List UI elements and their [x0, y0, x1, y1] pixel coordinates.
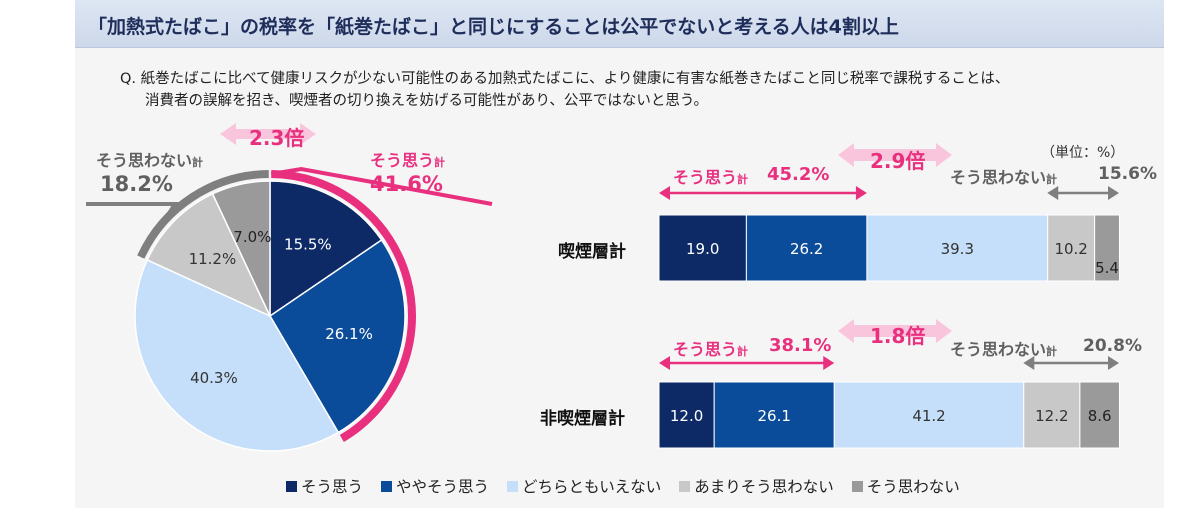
bar-value-label: 26.2 — [790, 240, 823, 258]
bar-value-label: 5.4 — [1095, 259, 1119, 277]
pie-agree-arc — [271, 170, 416, 442]
legend-swatch — [381, 480, 393, 492]
bar-value-label: 39.3 — [941, 240, 974, 258]
bar-value-label: 12.2 — [1035, 407, 1068, 425]
bar-value-label: 41.2 — [912, 407, 945, 425]
nonsmokers-agree-arrow-head — [659, 356, 670, 370]
pie-agree-total: 41.6% — [370, 172, 443, 196]
bar-segment — [1094, 214, 1120, 282]
smokers-ratio-arrow — [838, 143, 952, 167]
legend-swatch — [507, 480, 519, 492]
pie-slice-label: 26.1% — [325, 325, 373, 343]
pie-slice — [269, 180, 383, 318]
nonsmokers-ratio: 1.8倍 — [870, 324, 926, 348]
chart-legend: そう思う ややそう思う どちらともいえない あまりそう思わない そう思わない — [286, 475, 960, 497]
legend-item: そう思わない — [851, 475, 960, 497]
legend-item: あまりそう思わない — [679, 475, 834, 497]
question-line-1: Q. 紙巻たばこに比べて健康リスクが少ない可能性のある加熱式たばこに、より健康に… — [120, 71, 1010, 87]
nonsmokers-disagree-arrow-head — [1108, 356, 1119, 370]
smokers-agree-label: そう思う計 — [673, 168, 749, 187]
smokers-agree-total: 45.2% — [767, 164, 830, 185]
nonsmokers-ratio-arrow — [838, 319, 952, 343]
bar-segment — [1023, 381, 1081, 449]
pie-chart: 15.5% 26.1% 40.3% 11.2% 7.0% — [86, 123, 493, 452]
legend-swatch — [286, 480, 297, 492]
bar-value-label: 8.6 — [1088, 407, 1112, 425]
bar-segment — [745, 214, 868, 282]
pie-ratio: 2.3倍 — [249, 126, 305, 150]
bar-value-label: 19.0 — [686, 240, 719, 258]
pie-slice-label: 40.3% — [190, 369, 238, 387]
pie-ratio-arrow — [220, 123, 316, 145]
smokers-disagree-label: そう思わない計 — [950, 168, 1058, 187]
pie-slice-label: 11.2% — [189, 250, 237, 268]
legend-item: どちらともいえない — [507, 475, 661, 497]
smokers-agree-arrow-head — [659, 186, 670, 200]
smokers-agree-arrow-head — [855, 186, 867, 200]
legend-swatch — [679, 480, 691, 492]
question-line-2: 消費者の誤解を招き、喫煙者の切り換えを妨げる可能性があり、公平ではないと思う。 — [145, 93, 709, 109]
title-bar — [75, 0, 1164, 48]
bar-value-label: 26.1 — [758, 407, 791, 425]
pie-slice — [134, 258, 340, 452]
smokers-disagree-arrow-head — [1047, 186, 1059, 200]
smokers-ratio: 2.9倍 — [870, 149, 926, 173]
bar-segment — [833, 381, 1025, 449]
pie-slice — [211, 180, 271, 317]
legend-swatch — [851, 480, 863, 492]
nonsmokers-disagree-label: そう思わない計 — [950, 340, 1058, 359]
pie-slice — [268, 238, 406, 434]
bar-value-label: 12.0 — [670, 407, 703, 425]
pie-disagree-leader — [86, 202, 179, 259]
bar-value-label: 10.2 — [1054, 240, 1087, 258]
nonsmokers-agree-arrow-head — [823, 356, 835, 370]
pie-slice — [146, 192, 272, 318]
bar-segment — [1079, 381, 1120, 449]
question-text: Q. 紙巻たばこに比べて健康リスクが少ない可能性のある加熱式たばこに、より健康に… — [120, 68, 1009, 112]
page-title: 「加熱式たばこ」の税率を「紙巻たばこ」と同じにすることは公平でないと考える人は4… — [88, 16, 899, 38]
bar-segment — [866, 214, 1049, 282]
pie-disagree-label: そう思わない計 — [96, 151, 204, 170]
nonsmokers-agree-label: そう思う計 — [673, 340, 749, 359]
nonsmokers-disagree-total: 20.8% — [1083, 336, 1142, 356]
row-label-nonsmokers: 非喫煙層計 — [540, 409, 625, 429]
nonsmokers-agree-total: 38.1% — [769, 335, 832, 356]
pie-agree-label: そう思う計 — [370, 151, 446, 170]
unit-label: （単位：%） — [1041, 145, 1125, 161]
pie-slice-label: 7.0% — [233, 228, 271, 246]
legend-item: そう思う — [286, 475, 363, 497]
row-label-smokers: 喫煙層計 — [558, 242, 626, 262]
bar-segment — [658, 214, 747, 282]
pie-disagree-total: 18.2% — [100, 172, 173, 196]
legend-item: ややそう思う — [381, 475, 489, 497]
smokers-disagree-total: 15.6% — [1098, 164, 1157, 184]
pie-slice-label: 15.5% — [284, 235, 332, 253]
nonsmokers-disagree-arrow-head — [1023, 356, 1035, 370]
bar-segment — [1047, 214, 1096, 282]
smokers-disagree-arrow-head — [1108, 186, 1119, 200]
bar-segment — [658, 381, 715, 449]
pie-agree-leader — [270, 166, 493, 206]
